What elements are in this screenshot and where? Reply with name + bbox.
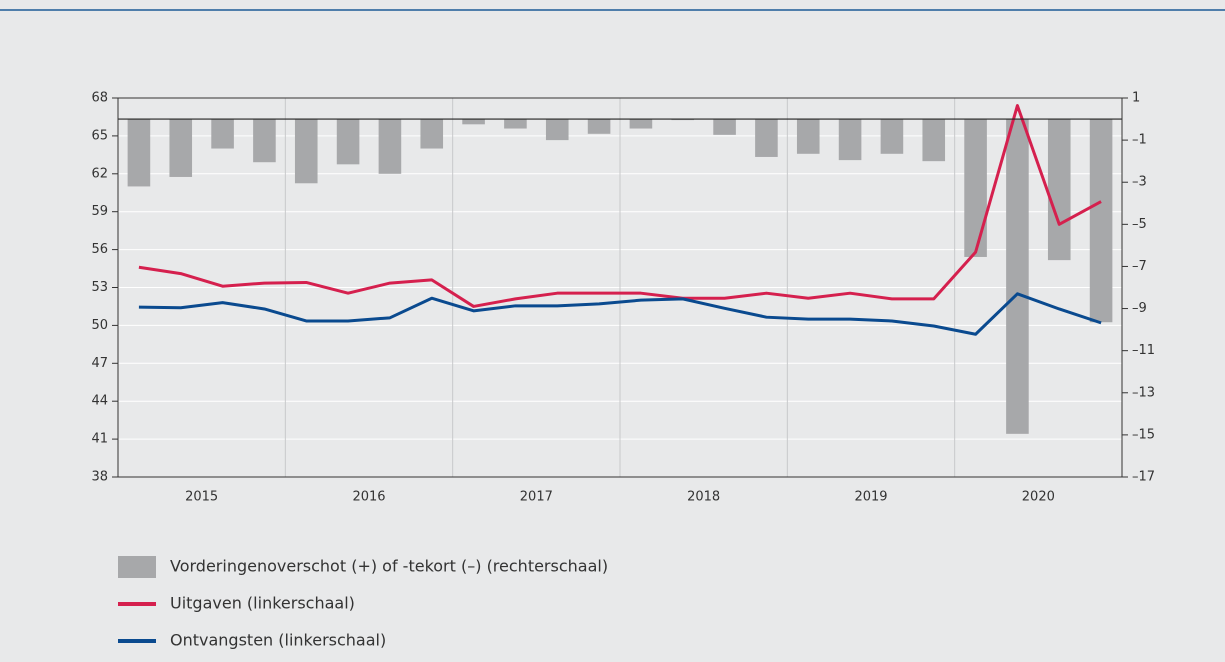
bar [211,119,234,149]
x-tick-label: 2018 [687,490,720,505]
bar [462,119,485,125]
bar [587,119,611,134]
y-tick-label: 44 [91,394,108,409]
y-tick-label: 59 [91,204,108,219]
bar [127,119,151,187]
line [138,104,1102,308]
y-tick-label: 65 [91,128,108,143]
y-tick-label: 62 [91,166,108,181]
bar [838,119,862,161]
y-tick-label: 50 [91,318,108,333]
y2-tick-label: –13 [1132,385,1155,400]
bar [504,119,527,129]
bar [378,119,402,174]
x-tick-label: 2015 [185,490,218,505]
y2-tick-label: –1 [1132,133,1147,148]
bar [253,119,276,163]
bar [880,119,904,154]
legend-label: Vorderingenoverschot (+) of -tekort (–) … [170,557,608,576]
y-tick-label: 41 [91,432,108,447]
bar [713,119,736,135]
bar [755,119,778,157]
y2-tick-label: –9 [1132,301,1147,316]
bar [796,119,820,154]
bar [336,119,360,165]
bar [294,119,318,184]
y2-tick-label: –5 [1132,217,1147,232]
y2-tick-label: –17 [1132,470,1155,485]
bar [169,119,193,177]
legend-label: Ontvangsten (linkerschaal) [170,631,386,650]
y2-tick-label: –7 [1132,259,1147,274]
bar [1089,119,1113,323]
legend-label: Uitgaven (linkerschaal) [170,594,355,613]
bar [545,119,569,141]
plot-frame [117,97,1123,478]
x-tick-label: 2016 [352,490,385,505]
bar [629,119,653,129]
bar [1047,119,1071,261]
y2-tick-label: 1 [1132,91,1140,106]
y2-tick-label: –3 [1132,175,1147,190]
bar [420,119,444,149]
y-tick-label: 68 [91,91,108,106]
bar [922,119,946,162]
bar [964,119,987,257]
x-tick-label: 2020 [1022,490,1055,505]
y2-tick-label: –15 [1132,427,1155,442]
y-tick-label: 38 [91,470,108,485]
legend-swatch [118,556,156,578]
y-tick-label: 56 [91,242,108,257]
y-tick-label: 53 [91,280,108,295]
bar [1006,119,1029,434]
y2-tick-label: –11 [1132,343,1155,358]
y-tick-label: 47 [91,356,108,371]
line [138,292,1102,336]
x-tick-label: 2017 [520,490,553,505]
x-tick-label: 2019 [854,490,887,505]
